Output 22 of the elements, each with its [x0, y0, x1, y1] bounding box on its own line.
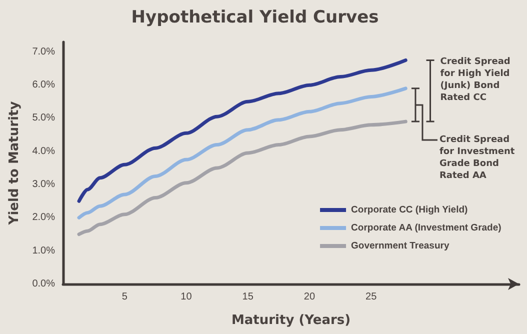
- y-axis-title: Yield to Maturity: [7, 100, 22, 226]
- x-tick-label: 20: [304, 292, 316, 302]
- annotation: Credit Spread for High Yield (Junk) Bond Rated CC: [440, 56, 512, 104]
- y-tick-label: 0.0%: [32, 278, 56, 290]
- y-tick-label: 7.0%: [32, 46, 56, 58]
- y-tick-label: 2.0%: [32, 212, 56, 224]
- y-tick-label: 3.0%: [32, 179, 56, 190]
- y-tick-label: 5.0%: [32, 112, 56, 124]
- y-tick-label: 1.0%: [32, 245, 56, 256]
- legend-label: Corporate CC (High Yield): [351, 204, 468, 216]
- x-axis-title: Maturity (Years): [231, 313, 351, 328]
- x-tick-label: 10: [180, 292, 192, 302]
- y-tick-label: 6.0%: [32, 80, 56, 91]
- x-tick-label: 25: [366, 292, 378, 302]
- x-tick-label: 5: [122, 292, 128, 302]
- legend-label: Corporate AA (Investment Grade): [351, 222, 502, 234]
- y-tick-label: 4.0%: [32, 146, 56, 157]
- legend-label: Government Treasury: [351, 240, 450, 252]
- chart-title: Hypothetical Yield Curves: [131, 8, 379, 28]
- annotation: Credit Spread for Investment Grade Bond Rated AA: [439, 134, 516, 182]
- line-series: [77, 58, 408, 203]
- x-tick-label: 15: [242, 292, 254, 302]
